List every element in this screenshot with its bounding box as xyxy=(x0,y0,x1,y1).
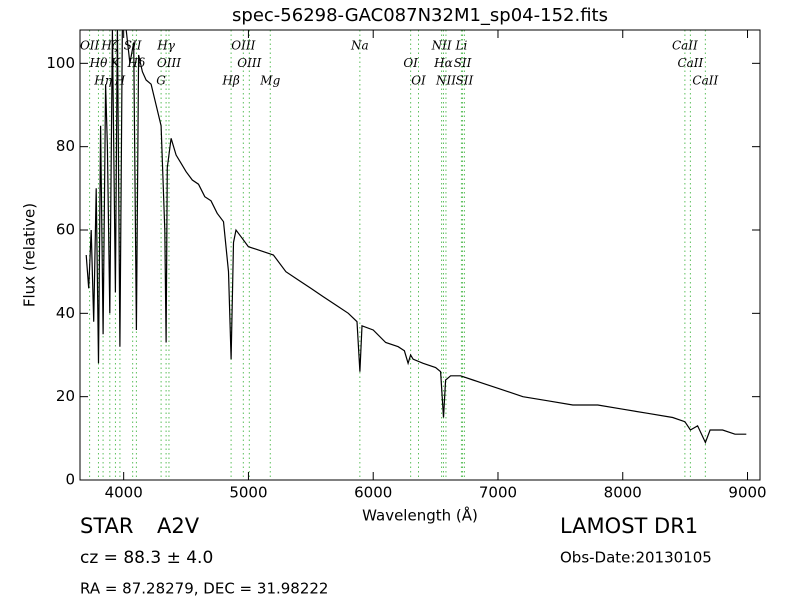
spectral-line-label: Hη xyxy=(93,74,112,88)
x-axis-label: Wavelength (Å) xyxy=(362,506,478,525)
coordinates: RA = 87.28279, DEC = 31.98222 xyxy=(80,580,328,598)
axes-frame xyxy=(79,29,761,481)
spectral-line-label: SII xyxy=(124,39,142,53)
spectral-line-label: OII xyxy=(80,39,100,53)
spectral-line-label: K xyxy=(110,56,121,70)
x-tick-label: 7000 xyxy=(479,484,517,502)
spectral-line-label: Li xyxy=(455,39,468,53)
spectral-line-label: SII xyxy=(456,74,474,88)
spectral-line-label: Hα xyxy=(433,56,453,70)
spectral-line-label: H xyxy=(114,74,126,88)
x-tick-label: 9000 xyxy=(728,484,766,502)
survey: LAMOST DR1 xyxy=(560,514,698,538)
spectral-line-label: Mg xyxy=(259,74,280,88)
spectral-line-label: CaII xyxy=(672,39,698,53)
spectral-line-label: G xyxy=(156,74,166,88)
spectral-line-label: NII xyxy=(435,74,456,88)
obs-date: Obs-Date:20130105 xyxy=(560,549,712,567)
spectral-line-label: OIII xyxy=(157,56,181,70)
y-tick-label: 20 xyxy=(56,387,75,405)
plot-area xyxy=(85,30,747,480)
spectral-line-label: CaII xyxy=(692,74,718,88)
redshift: cz = 88.3 ± 4.0 xyxy=(80,548,213,568)
subclass: A2V xyxy=(157,514,200,538)
spectral-line-label: OI xyxy=(403,56,418,70)
spectral-line-label: OIII xyxy=(231,39,255,53)
y-tick-label: 60 xyxy=(56,221,75,239)
y-tick-label: 100 xyxy=(46,54,75,72)
x-tick-label: 6000 xyxy=(354,484,392,502)
spectral-line-label: OIII xyxy=(237,56,261,70)
spectral-line-label: NII xyxy=(431,39,452,53)
x-tick-label: 5000 xyxy=(229,484,267,502)
y-tick-label: 0 xyxy=(65,471,75,489)
spectral-line-label: Hθ xyxy=(89,56,108,70)
y-axis-label: Flux (relative) xyxy=(21,203,39,307)
x-tick-label: 8000 xyxy=(604,484,642,502)
x-tick-label: 4000 xyxy=(105,484,143,502)
spectral-line-label: Hζ xyxy=(100,39,119,53)
chart-title: spec-56298-GAC087N32M1_sp04-152.fits xyxy=(232,5,608,26)
y-tick-label: 40 xyxy=(56,304,75,322)
spectral-line-label: Hβ xyxy=(221,74,239,88)
spectral-line-label: OI xyxy=(411,74,426,88)
spectral-line-label: Hγ xyxy=(156,39,175,53)
y-tick-label: 80 xyxy=(56,137,75,155)
spectral-line-label: Na xyxy=(350,39,369,53)
spectrum-line xyxy=(85,30,747,445)
spectral-line-label: Hδ xyxy=(127,56,146,70)
object-class: STAR xyxy=(80,514,133,538)
spectral-line-label: CaII xyxy=(677,56,703,70)
spectral-line-label: SII xyxy=(454,56,472,70)
